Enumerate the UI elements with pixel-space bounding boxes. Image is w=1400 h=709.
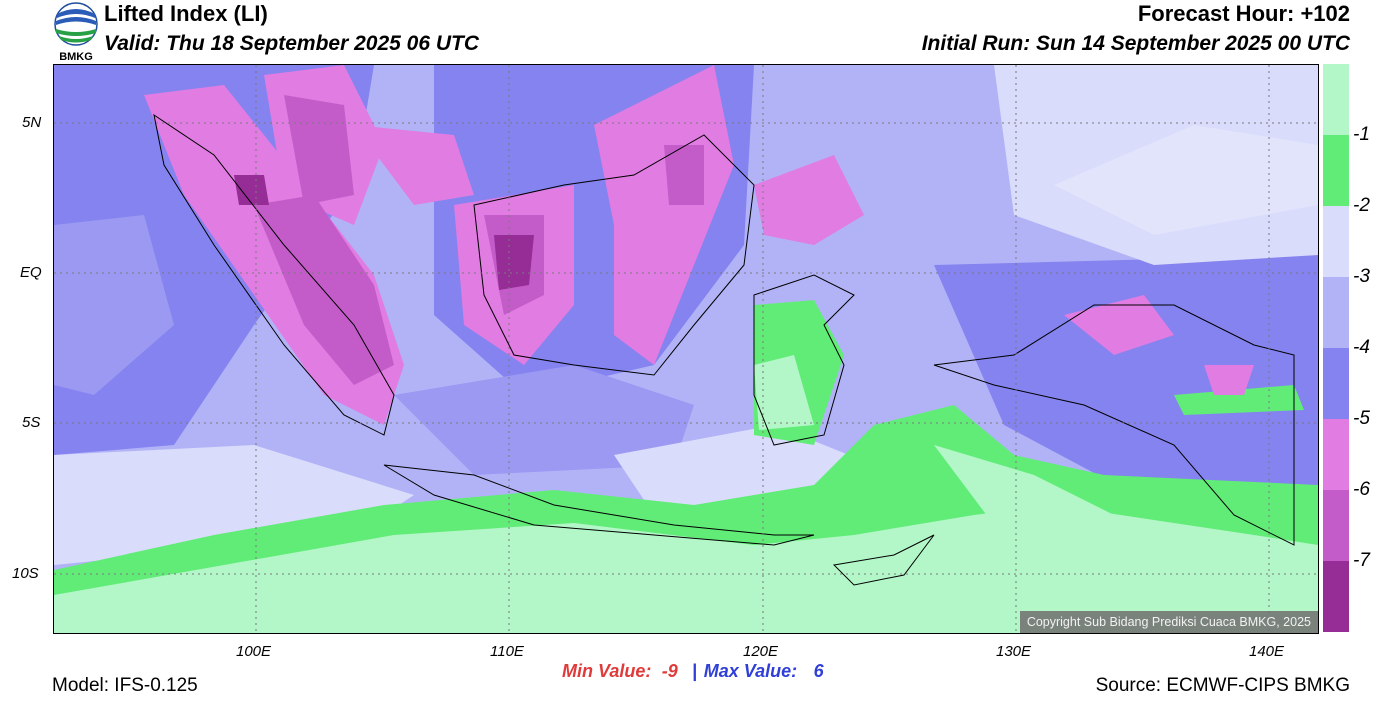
source-label: Source: ECMWF-CIPS BMKG [1095, 675, 1350, 696]
value-separator: | [692, 661, 698, 681]
legend-swatch-4 [1323, 348, 1349, 419]
valid-time: Valid: Thu 18 September 2025 06 UTC [104, 32, 480, 55]
max-value: 6 [813, 661, 824, 681]
lon-label-130e: 130E [996, 643, 1032, 660]
lifted-index-map: Copyright Sub Bidang Prediksi Cuaca BMKG… [53, 64, 1319, 634]
initial-run: Initial Run: Sun 14 September 2025 00 UT… [921, 32, 1350, 55]
forecast-hour: Forecast Hour: +102 [1137, 1, 1350, 26]
map-field [54, 65, 1318, 633]
copyright-notice: Copyright Sub Bidang Prediksi Cuaca BMKG… [1019, 611, 1318, 633]
legend-label-1: -2 [1353, 195, 1370, 216]
lat-label-eq: EQ [20, 264, 42, 281]
min-max-values: Min Value: -9 | Max Value: 6 [562, 661, 824, 682]
bmkg-logo-icon [54, 2, 98, 46]
legend-swatch-2 [1323, 206, 1349, 277]
chart-title: Lifted Index (LI) [104, 1, 268, 26]
legend-label-6: -7 [1353, 550, 1370, 571]
legend-label-4: -5 [1353, 408, 1370, 429]
lat-label-10s: 10S [12, 565, 39, 582]
legend-swatch-0 [1323, 64, 1349, 135]
legend-colorbar [1323, 64, 1349, 632]
legend-label-3: -4 [1353, 337, 1370, 358]
lon-label-100e: 100E [236, 643, 272, 660]
legend-label-2: -3 [1353, 266, 1370, 287]
legend-swatch-1 [1323, 135, 1349, 206]
legend-swatch-3 [1323, 277, 1349, 348]
legend-swatch-6 [1323, 490, 1349, 561]
legend-swatch-5 [1323, 419, 1349, 490]
max-label: Max Value: [703, 661, 798, 681]
lon-label-110e: 110E [490, 643, 524, 660]
model-label: Model: IFS-0.125 [52, 675, 198, 696]
min-label: Min Value: [562, 661, 652, 681]
legend-label-5: -6 [1353, 479, 1370, 500]
lon-label-140e: 140E [1249, 643, 1285, 660]
min-value: -9 [661, 661, 678, 681]
logo-text: BMKG [59, 51, 93, 63]
legend-swatch-7 [1323, 561, 1349, 632]
lat-label-5n: 5N [22, 114, 42, 131]
legend-label-0: -1 [1353, 124, 1370, 145]
bmkg-logo: BMKG [52, 2, 100, 63]
lon-label-120e: 120E [743, 643, 779, 660]
lat-label-5s: 5S [22, 414, 41, 431]
